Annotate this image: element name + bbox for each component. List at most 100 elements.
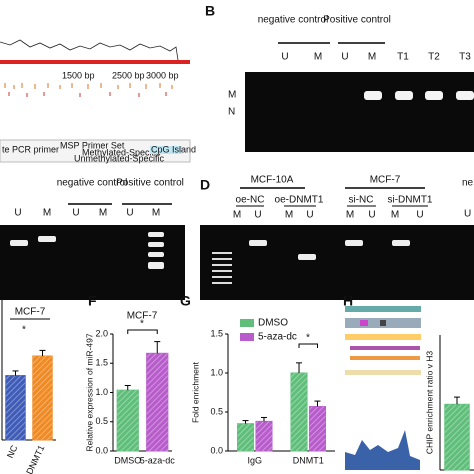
axis-label: 3000 bp xyxy=(146,70,179,80)
significance-bracket xyxy=(298,343,318,348)
bar-hatch xyxy=(5,375,26,440)
y-tick-label: 1.5 xyxy=(210,328,223,338)
legend-box xyxy=(0,139,191,163)
panel-letter: F xyxy=(88,293,97,309)
lane-label: U xyxy=(416,210,423,221)
y-tick-label: 1.0 xyxy=(95,387,108,397)
lane-label: U xyxy=(341,52,348,63)
lane-label: U xyxy=(126,208,133,219)
group-label: si-DNMT1 xyxy=(388,195,433,206)
group-label: Positive control xyxy=(323,15,391,26)
bar-hatch xyxy=(309,406,326,451)
cpg-trace xyxy=(0,39,179,61)
cut-label: U xyxy=(464,209,471,220)
chart-title: MCF-7 xyxy=(127,311,158,322)
bar-hatch xyxy=(32,356,53,440)
cell-label: MCF-7 xyxy=(370,175,401,186)
panel-letter: G xyxy=(180,293,191,309)
panel-letter: H xyxy=(343,293,353,309)
x-tick-label: DMSO xyxy=(114,455,141,465)
y-tick-label: 0.5 xyxy=(95,416,108,426)
genome-browser xyxy=(345,306,421,470)
chart-title: MCF-7 xyxy=(15,307,46,318)
x-tick-label: si-DNMT1 xyxy=(20,444,46,474)
y-axis-label: Fold enrichment xyxy=(190,361,200,423)
bar-hatch xyxy=(444,404,470,470)
lane-label: U xyxy=(14,208,21,219)
y-tick-label: 2.0 xyxy=(95,328,108,338)
x-tick-label: DNMT1 xyxy=(293,455,324,465)
gel xyxy=(200,225,474,300)
lane-label: U xyxy=(281,52,288,63)
bar-hatch xyxy=(290,373,308,451)
cut-label: ne xyxy=(462,178,474,189)
x-tick-label: NC xyxy=(5,443,20,459)
lane-label: U xyxy=(72,208,79,219)
panel-d: D MCF-10A MCF-7 oe-NC oe-DNMT1 si-NC si-… xyxy=(200,175,474,300)
gel xyxy=(245,72,474,152)
marker-label: M xyxy=(228,90,236,101)
group-label: oe-NC xyxy=(236,195,265,206)
bar-hatch xyxy=(255,421,273,451)
legend-swatch xyxy=(240,333,254,341)
y-tick-label: 0.0 xyxy=(210,445,223,455)
lane-label: M xyxy=(368,52,376,63)
legend-label: CpG Island xyxy=(151,144,196,154)
y-axis-label: Relative expression of miR-497 xyxy=(84,333,94,451)
legend-swatch xyxy=(240,319,254,327)
legend-swatch xyxy=(150,146,182,154)
cell-label: MCF-10A xyxy=(251,175,294,186)
panel-a: 1500 bp 2500 bp 3000 bp te PCR primer MS… xyxy=(0,39,196,163)
x-tick-label: IgG xyxy=(247,455,262,465)
lane-label: M xyxy=(391,210,399,221)
significance: * xyxy=(306,333,310,344)
bar-hatch xyxy=(117,390,139,451)
lane-label: T1 xyxy=(397,52,409,63)
significance: * xyxy=(140,319,144,330)
group-label: oe-DNMT1 xyxy=(275,195,324,206)
lane-label: U xyxy=(368,210,375,221)
axis-label: 1500 bp xyxy=(62,70,95,80)
legend-label: Unmethylated-Specific xyxy=(74,153,165,163)
group-label: si-NC xyxy=(349,195,374,206)
y-tick-label: 0.5 xyxy=(210,406,223,416)
y-tick-label: 1.5 xyxy=(95,358,108,368)
axis-label: 2500 bp xyxy=(112,70,145,80)
panel-c: negative control Positive control xyxy=(0,178,185,300)
lane-label: M xyxy=(233,210,241,221)
lane-label: M xyxy=(43,208,51,219)
legend-label: MSP Primer Set xyxy=(60,140,125,150)
x-tick-label: 5-aza-dc xyxy=(140,455,176,465)
y-axis-label: CHIP enrichment ratio v H3 xyxy=(424,351,434,455)
lane-label: M xyxy=(285,210,293,221)
lane-label: T2 xyxy=(428,52,440,63)
panel-b: B negative control Positive control M N xyxy=(205,3,474,152)
lane-label: U xyxy=(254,210,261,221)
panel-letter: D xyxy=(200,177,210,193)
bar-hatch xyxy=(237,423,254,451)
y-tick-label: 1.0 xyxy=(210,367,223,377)
significance: * xyxy=(22,325,26,336)
significance-bracket xyxy=(127,329,158,334)
bar-hatch xyxy=(146,353,168,451)
lane-label: M xyxy=(314,52,322,63)
group-label: Positive control xyxy=(116,178,184,189)
legend-label: te PCR primer xyxy=(2,144,59,154)
lane-label: M xyxy=(99,208,107,219)
lane-label: T3 xyxy=(459,52,471,63)
sequence-bar xyxy=(0,60,190,64)
marker-label: N xyxy=(228,107,235,118)
group-label: negative control xyxy=(258,15,329,26)
group-label: negative control xyxy=(57,178,128,189)
legend-label: DMSO xyxy=(258,318,288,329)
panel-letter: B xyxy=(205,3,215,19)
legend-label: Methylated-Specific xyxy=(82,147,161,157)
cpg-ticks xyxy=(4,83,173,89)
legend-label: 5-aza-dc xyxy=(258,332,297,343)
lane-label: M xyxy=(346,210,354,221)
lane-label: M xyxy=(152,208,160,219)
y-tick-label: 0.0 xyxy=(95,445,108,455)
lane-label: U xyxy=(306,210,313,221)
